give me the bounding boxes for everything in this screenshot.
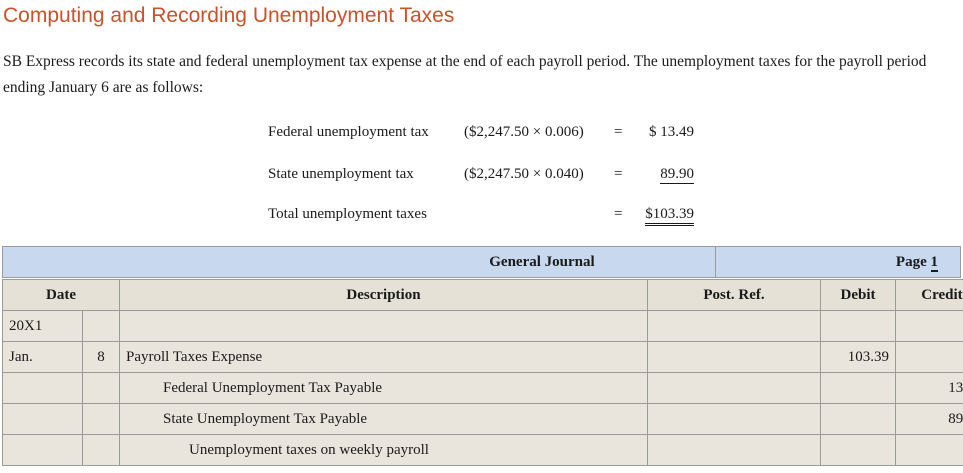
- row-day: 8: [82, 341, 120, 373]
- page-number: 1: [930, 253, 938, 272]
- col-header-debit: Debit: [820, 279, 896, 311]
- page-label: Page: [895, 253, 927, 270]
- row-credit: [895, 434, 963, 466]
- row-debit: [820, 372, 896, 404]
- row-description: [119, 310, 648, 342]
- calc-value-state: 89.90: [638, 166, 694, 184]
- journal-grid: Date Description Post. Ref. Debit Credit…: [2, 279, 963, 466]
- row-post-ref: [647, 434, 821, 466]
- row-post-ref: [647, 341, 821, 373]
- row-debit: [820, 434, 896, 466]
- calc-equals-federal: =: [614, 124, 623, 140]
- row-month: [2, 372, 83, 404]
- journal-row: Federal Unemployment Tax Payable 13.49: [2, 372, 963, 404]
- page-title: Computing and Recording Unemployment Tax…: [3, 4, 455, 27]
- row-day: [82, 372, 120, 404]
- row-description: State Unemployment Tax Payable: [119, 403, 648, 435]
- row-credit: 13.49: [895, 372, 963, 404]
- journal-header-row: General Journal Page 1: [2, 246, 962, 278]
- calc-label-federal: Federal unemployment tax: [268, 124, 429, 140]
- calc-label-total: Total unemployment taxes: [268, 206, 427, 222]
- journal-title: General Journal: [489, 253, 595, 270]
- calc-equals-state: =: [614, 166, 623, 182]
- row-month: Jan.: [2, 341, 83, 373]
- calc-value-state-text: 89.90: [660, 166, 694, 184]
- row-debit: [820, 403, 896, 435]
- row-debit: [820, 310, 896, 342]
- calc-formula-federal: ($2,247.50 × 0.006): [464, 124, 584, 140]
- row-month: 20X1: [2, 310, 83, 342]
- col-header-description: Description: [119, 279, 648, 311]
- journal-row: Jan. 8 Payroll Taxes Expense 103.39: [2, 341, 963, 373]
- calc-formula-state: ($2,247.50 × 0.040): [464, 166, 584, 182]
- journal-row: State Unemployment Tax Payable 89.90: [2, 403, 963, 435]
- journal-row: 20X1: [2, 310, 963, 342]
- row-month: [2, 434, 83, 466]
- general-journal-table: General Journal Page 1: [2, 246, 962, 278]
- calc-label-state: State unemployment tax: [268, 166, 414, 182]
- row-description: Federal Unemployment Tax Payable: [119, 372, 648, 404]
- row-description: Payroll Taxes Expense: [119, 341, 648, 373]
- row-debit: 103.39: [820, 341, 896, 373]
- journal-column-headers: Date Description Post. Ref. Debit Credit: [2, 279, 963, 311]
- row-post-ref: [647, 310, 821, 342]
- row-day: [82, 310, 120, 342]
- row-day: [82, 403, 120, 435]
- calc-value-federal: $ 13.49: [649, 124, 694, 140]
- row-day: [82, 434, 120, 466]
- col-header-credit: Credit: [895, 279, 963, 311]
- calc-value-total-text: $103.39: [645, 206, 694, 226]
- row-credit: 89.90: [895, 403, 963, 435]
- col-header-post-ref: Post. Ref.: [647, 279, 821, 311]
- journal-row: Unemployment taxes on weekly payroll: [2, 434, 963, 466]
- intro-paragraph: SB Express records its state and federal…: [3, 53, 927, 96]
- row-credit: [895, 310, 963, 342]
- calc-equals-total: =: [614, 206, 623, 222]
- col-header-date: Date: [2, 279, 120, 311]
- row-description: Unemployment taxes on weekly payroll: [119, 434, 648, 466]
- row-post-ref: [647, 403, 821, 435]
- row-month: [2, 403, 83, 435]
- row-post-ref: [647, 372, 821, 404]
- calc-value-total: $103.39: [638, 206, 694, 226]
- row-credit: [895, 341, 963, 373]
